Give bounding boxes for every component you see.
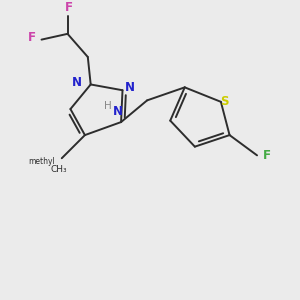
Text: N: N xyxy=(125,81,135,94)
Text: S: S xyxy=(220,95,229,108)
Text: CH₃: CH₃ xyxy=(51,165,67,174)
Text: H: H xyxy=(104,101,112,111)
Text: F: F xyxy=(263,149,271,162)
Text: N: N xyxy=(72,76,82,88)
Text: F: F xyxy=(65,1,73,13)
Text: F: F xyxy=(28,31,36,44)
Text: methyl: methyl xyxy=(28,157,55,166)
Text: N: N xyxy=(113,105,123,118)
